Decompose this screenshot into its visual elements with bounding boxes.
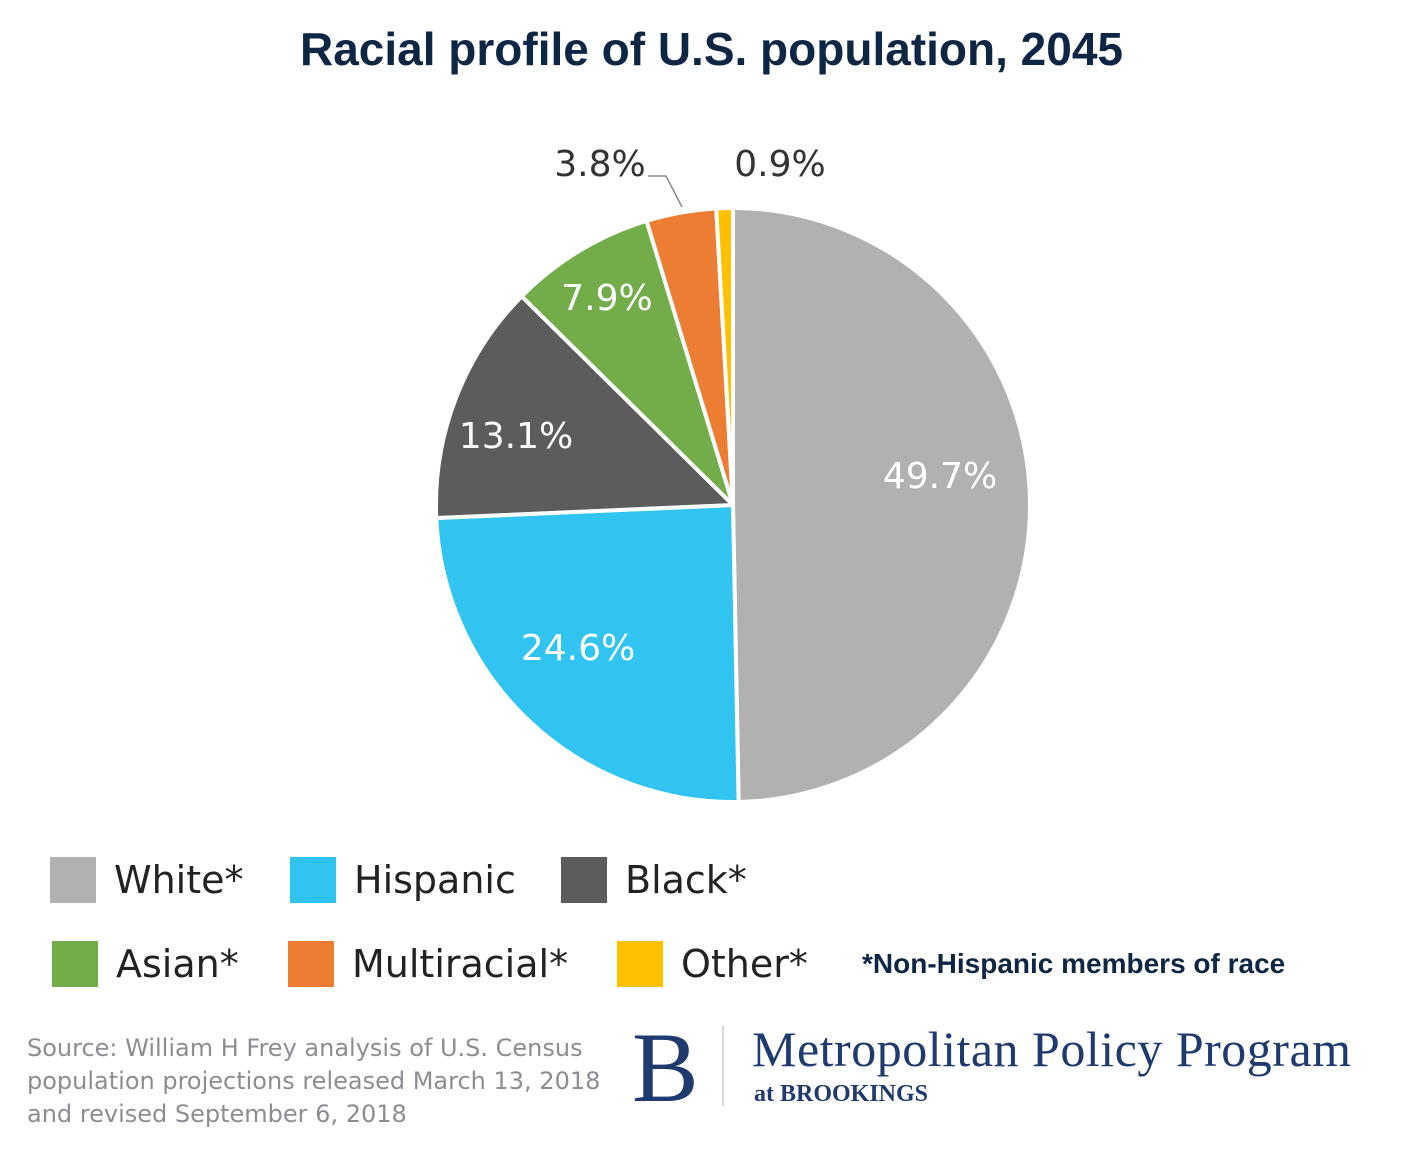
legend-item-hispanic: Hispanic xyxy=(290,857,516,903)
pie-slice-black xyxy=(434,294,735,521)
legend-label-asian: Asian* xyxy=(116,942,239,986)
pie-chart: 49.7% 24.6% 13.1% 7.9% 3.8% 0.9% xyxy=(434,144,1032,804)
slice-label-other: 0.9% xyxy=(734,144,825,185)
pie-slice-asian xyxy=(519,218,735,507)
chart-title: Racial profile of U.S. population, 2045 xyxy=(299,23,1124,75)
slice-label-asian: 7.9% xyxy=(561,278,652,319)
slice-label-hispanic: 24.6% xyxy=(521,628,635,669)
source-line-2: population projections released March 13… xyxy=(27,1067,601,1095)
legend-label-other: Other* xyxy=(681,942,808,986)
legend-swatch-hispanic xyxy=(290,857,336,903)
legend-item-asian: Asian* xyxy=(52,941,239,987)
source-note: Source: William H Frey analysis of U.S. … xyxy=(27,1032,627,1127)
logo-divider xyxy=(722,1026,724,1106)
legend-label-black: Black* xyxy=(625,858,747,902)
slice-label-multiracial: 3.8% xyxy=(554,144,645,185)
brookings-logo-letter: B xyxy=(632,1012,699,1123)
logo-subtitle: at BROOKINGS xyxy=(754,1081,929,1107)
legend-item-other: Other* xyxy=(617,941,808,987)
legend-swatch-white xyxy=(50,857,96,903)
pie-slice-hispanic xyxy=(434,503,741,804)
legend-item-multiracial: Multiracial* xyxy=(288,941,568,987)
legend-swatch-black xyxy=(561,857,607,903)
legend-swatch-other xyxy=(617,941,663,987)
legend-item-black: Black* xyxy=(561,857,747,903)
slice-label-white: 49.7% xyxy=(883,456,997,497)
pie-slice-white xyxy=(731,206,1032,804)
source-line-1: Source: William H Frey analysis of U.S. … xyxy=(27,1034,583,1062)
legend-swatch-asian xyxy=(52,941,98,987)
legend-label-multiracial: Multiracial* xyxy=(352,942,569,986)
legend-label-white: White* xyxy=(114,858,244,902)
pie-slice-other xyxy=(714,206,735,507)
leader-line-multiracial xyxy=(648,175,683,208)
legend-label-hispanic: Hispanic xyxy=(354,858,516,902)
slice-label-black: 13.1% xyxy=(459,416,573,457)
logo-title: Metropolitan Policy Program xyxy=(752,1021,1352,1077)
legend-swatch-multiracial xyxy=(288,941,334,987)
legend-item-white: White* xyxy=(50,857,244,903)
source-line-3: and revised September 6, 2018 xyxy=(27,1100,407,1127)
footnote: *Non-Hispanic members of race xyxy=(862,948,1286,979)
